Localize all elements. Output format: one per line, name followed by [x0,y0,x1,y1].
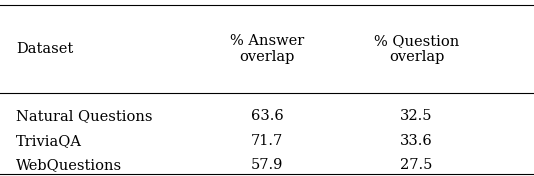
Text: 33.6: 33.6 [400,134,433,148]
Text: % Question
overlap: % Question overlap [374,34,459,64]
Text: 32.5: 32.5 [400,109,433,123]
Text: 63.6: 63.6 [250,109,284,123]
Text: WebQuestions: WebQuestions [16,158,122,172]
Text: 27.5: 27.5 [400,158,433,172]
Text: 71.7: 71.7 [251,134,283,148]
Text: % Answer
overlap: % Answer overlap [230,34,304,64]
Text: 57.9: 57.9 [251,158,283,172]
Text: TriviaQA: TriviaQA [16,134,82,148]
Text: Natural Questions: Natural Questions [16,109,153,123]
Text: Dataset: Dataset [16,42,73,56]
